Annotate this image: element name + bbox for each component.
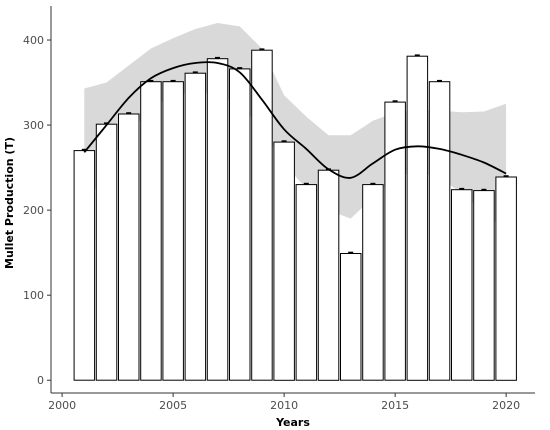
trend-line [83, 61, 507, 179]
bar-2018 [451, 189, 473, 381]
bars-layer [73, 48, 517, 381]
x-tick-label-2020: 2020 [492, 399, 520, 412]
axes: 2000 2005 2010 2015 2020 0 100 200 300 400 [23, 6, 535, 412]
bar-2016 [406, 55, 429, 381]
bar-2011 [295, 184, 318, 381]
bar-2010 [273, 141, 295, 381]
bar-2019 [473, 190, 495, 381]
y-tick-label-200: 200 [23, 204, 44, 217]
y-tick-label-0: 0 [37, 374, 44, 387]
bar-2001 [73, 150, 96, 381]
bar-2015 [384, 101, 406, 381]
bar-2004 [140, 81, 162, 381]
x-axis-ticks: 2000 2005 2010 2015 2020 [48, 393, 520, 412]
bar-2005 [162, 81, 184, 381]
bar-2003 [118, 113, 140, 381]
x-axis-title: Years [275, 416, 310, 429]
bar-2002 [95, 123, 118, 381]
bar-2012 [317, 169, 340, 381]
plot-area [73, 23, 517, 381]
x-tick-label-2005: 2005 [159, 399, 187, 412]
y-tick-label-100: 100 [23, 289, 44, 302]
bar-2006 [184, 72, 207, 381]
y-axis-title: Mullet Production (T) [3, 137, 16, 269]
bar-2014 [362, 184, 384, 381]
x-tick-label-2000: 2000 [48, 399, 76, 412]
bar-2020 [495, 176, 517, 381]
y-tick-label-400: 400 [23, 34, 44, 47]
y-axis-ticks: 0 100 200 300 400 [23, 34, 51, 387]
x-tick-label-2015: 2015 [381, 399, 409, 412]
trend-line-layer [83, 61, 507, 179]
bar-2008 [229, 68, 251, 381]
x-tick-label-2010: 2010 [270, 399, 298, 412]
bar-2017 [428, 81, 451, 381]
bar-2007 [206, 58, 229, 381]
y-tick-label-300: 300 [23, 119, 44, 132]
bar-2013 [340, 253, 362, 381]
